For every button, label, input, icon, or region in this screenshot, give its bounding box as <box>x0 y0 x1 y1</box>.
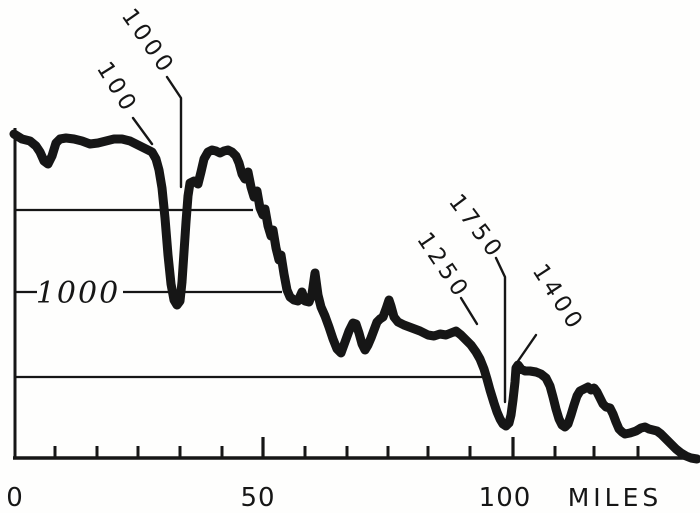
x-axis-unit-label: MILES <box>568 483 663 512</box>
callout-leader-line <box>131 116 154 146</box>
callout-label: 100 <box>91 57 143 118</box>
callout-label: 1750 <box>443 189 509 264</box>
x-axis-tick-label: 0 <box>6 483 24 513</box>
x-axis-tick-label: 100 <box>479 483 532 513</box>
callout-leader-line <box>494 256 507 404</box>
elevation-profile <box>9 129 700 464</box>
callout-leader-line <box>459 296 479 326</box>
x-axis-tick-label: 50 <box>240 483 275 513</box>
callout-leader-line <box>514 333 538 366</box>
gridline-value-label: 1000 <box>36 276 120 311</box>
callout-label: 1400 <box>527 260 589 337</box>
callout-label: 1250 <box>411 228 474 304</box>
callout-leader-line <box>165 75 183 189</box>
callout-label: 1000 <box>116 4 180 80</box>
